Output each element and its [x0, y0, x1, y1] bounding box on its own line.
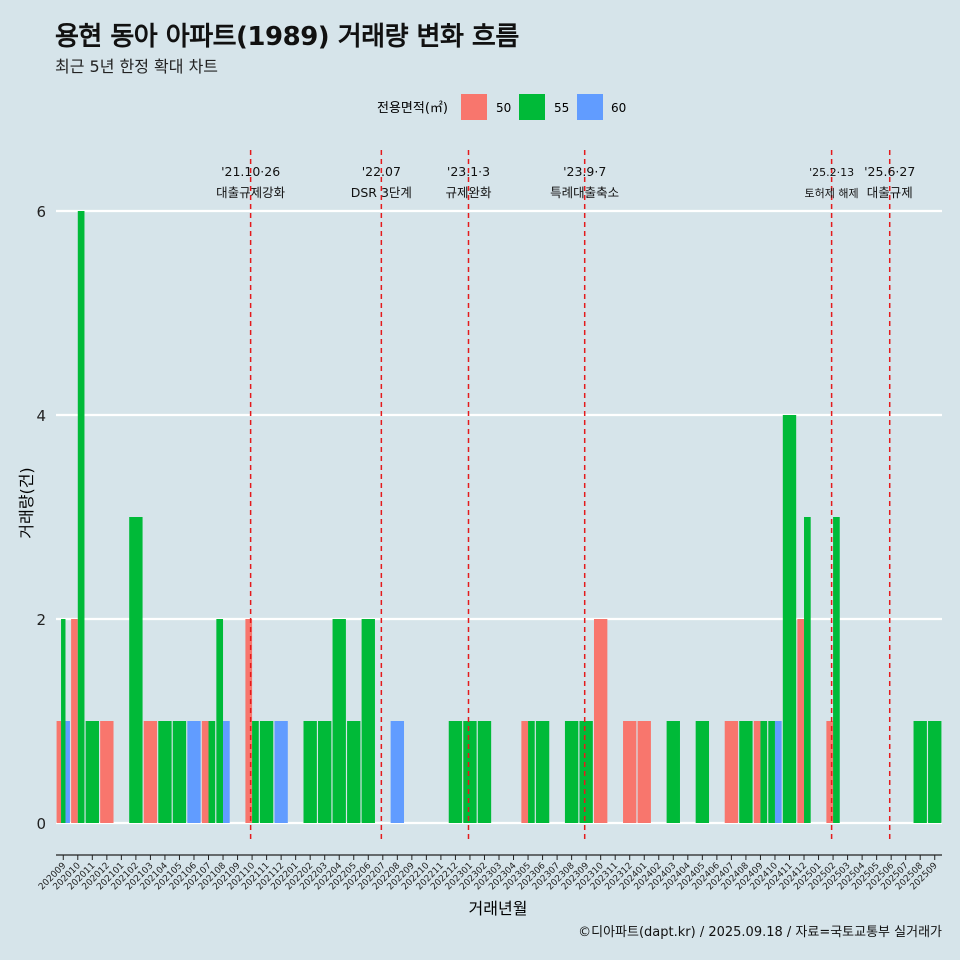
event-date-5: '25.6·27 — [864, 164, 915, 179]
bar-55-202502 — [833, 517, 840, 823]
bar-55-202309 — [579, 721, 593, 823]
bar-55-202104 — [158, 721, 172, 823]
y-axis-label: 거래량(건) — [17, 467, 36, 538]
chart-title: 용현 동아 아파트(1989) 거래량 변화 흐름 — [55, 22, 519, 52]
bars — [56, 211, 942, 823]
bar-55-202202 — [303, 721, 317, 823]
y-axis: 0 2 4 6 — [36, 203, 46, 833]
event-date-2: '23.1·3 — [447, 164, 490, 179]
bar-55-202102 — [129, 517, 143, 823]
bar-50-202110 — [245, 619, 253, 823]
bar-55-202302 — [477, 721, 492, 823]
bar-55-202509 — [928, 721, 942, 823]
bar-50-202312 — [623, 721, 637, 823]
bar-50-202407 — [724, 721, 739, 823]
bar-55-202010 — [77, 211, 85, 823]
bar-55-202105 — [172, 721, 187, 823]
bar-60-202108 — [223, 721, 230, 823]
y-tick-label-2: 2 — [36, 611, 46, 629]
legend: 전용면적(㎡) 50 55 60 — [377, 94, 626, 120]
bar-50-202103 — [143, 721, 158, 823]
chart-subtitle: 최근 5년 한정 확대 차트 — [55, 57, 219, 76]
event-markers: '21.10·26 대출규제강화 '22.07 DSR 3단계 '23.1·3 규제완화 '… — [216, 150, 915, 843]
bar-55-202203 — [318, 721, 332, 823]
bar-50-202107 — [201, 721, 209, 823]
bar-50-202305 — [521, 721, 529, 823]
bar-60-202208 — [390, 721, 405, 823]
event-label-5: 대출규제 — [867, 185, 913, 200]
bar-55-202308 — [564, 721, 579, 823]
legend-swatch-50 — [461, 94, 487, 120]
bar-50-202010 — [71, 619, 78, 823]
y-tick-label-6: 6 — [36, 203, 46, 221]
bar-55-202306 — [535, 721, 550, 823]
bar-55-202410 — [768, 721, 775, 823]
legend-swatch-55 — [519, 94, 545, 120]
bar-50-202401 — [637, 721, 651, 823]
y-tick-label-0: 0 — [36, 815, 46, 833]
bar-55-202204 — [332, 619, 346, 823]
bar-55-202405 — [695, 721, 710, 823]
event-date-0: '21.10·26 — [221, 164, 280, 179]
bar-55-202409 — [760, 721, 768, 823]
legend-item-50: 50 — [461, 94, 511, 120]
bar-55-202205 — [347, 721, 361, 823]
bar-55-202111 — [259, 721, 274, 823]
bar-55-202212 — [448, 721, 463, 823]
bar-60-202112 — [274, 721, 288, 823]
bar-55-202108 — [216, 619, 224, 823]
legend-item-60: 60 — [577, 94, 626, 120]
event-label-1: DSR 3단계 — [351, 185, 412, 200]
bar-60-202410 — [774, 721, 782, 823]
source-caption: ©디아파트(dapt.kr) / 2025.09.18 / 자료=국토교통부 실… — [578, 925, 942, 940]
bar-55-202110 — [252, 721, 259, 823]
bar-55-202412 — [804, 517, 811, 823]
bar-55-202403 — [666, 721, 680, 823]
event-label-0: 대출규제강화 — [216, 185, 286, 200]
event-date-4: '25.2·13 — [809, 166, 854, 179]
x-axis-label: 거래년월 — [469, 899, 528, 918]
bar-55-202107 — [208, 721, 216, 823]
bar-60-202009 — [65, 721, 70, 823]
x-axis: 2020092020102020112020122021012021022021… — [37, 854, 942, 892]
bar-50-202009 — [56, 721, 62, 823]
legend-item-55: 55 — [519, 94, 569, 120]
event-label-3: 특례대출축소 — [550, 185, 619, 200]
y-tick-label-4: 4 — [36, 407, 46, 425]
bar-55-202408 — [739, 721, 753, 823]
bar-55-202411 — [782, 415, 797, 823]
event-label-2: 규제완화 — [445, 185, 492, 200]
legend-title: 전용면적(㎡) — [377, 101, 448, 116]
event-date-1: '22.07 — [362, 164, 401, 179]
legend-swatch-60 — [577, 94, 603, 120]
bar-50-202012 — [100, 721, 114, 823]
bar-55-202305 — [528, 721, 535, 823]
bar-50-202409 — [753, 721, 761, 823]
bar-55-202011 — [85, 721, 99, 823]
legend-label-50: 50 — [496, 101, 511, 115]
bar-50-202502 — [826, 721, 834, 823]
bar-55-202301 — [463, 721, 477, 823]
bar-60-202106 — [187, 721, 201, 823]
event-date-3: '23.9·7 — [563, 164, 606, 179]
bar-55-202508 — [913, 721, 927, 823]
bar-55-202009 — [61, 619, 66, 823]
bar-50-202310 — [593, 619, 608, 823]
legend-label-60: 60 — [611, 101, 626, 115]
bar-55-202206 — [361, 619, 375, 823]
legend-label-55: 55 — [554, 101, 569, 115]
bar-50-202412 — [797, 619, 805, 823]
event-label-4: 토허제 해제 — [805, 186, 859, 200]
